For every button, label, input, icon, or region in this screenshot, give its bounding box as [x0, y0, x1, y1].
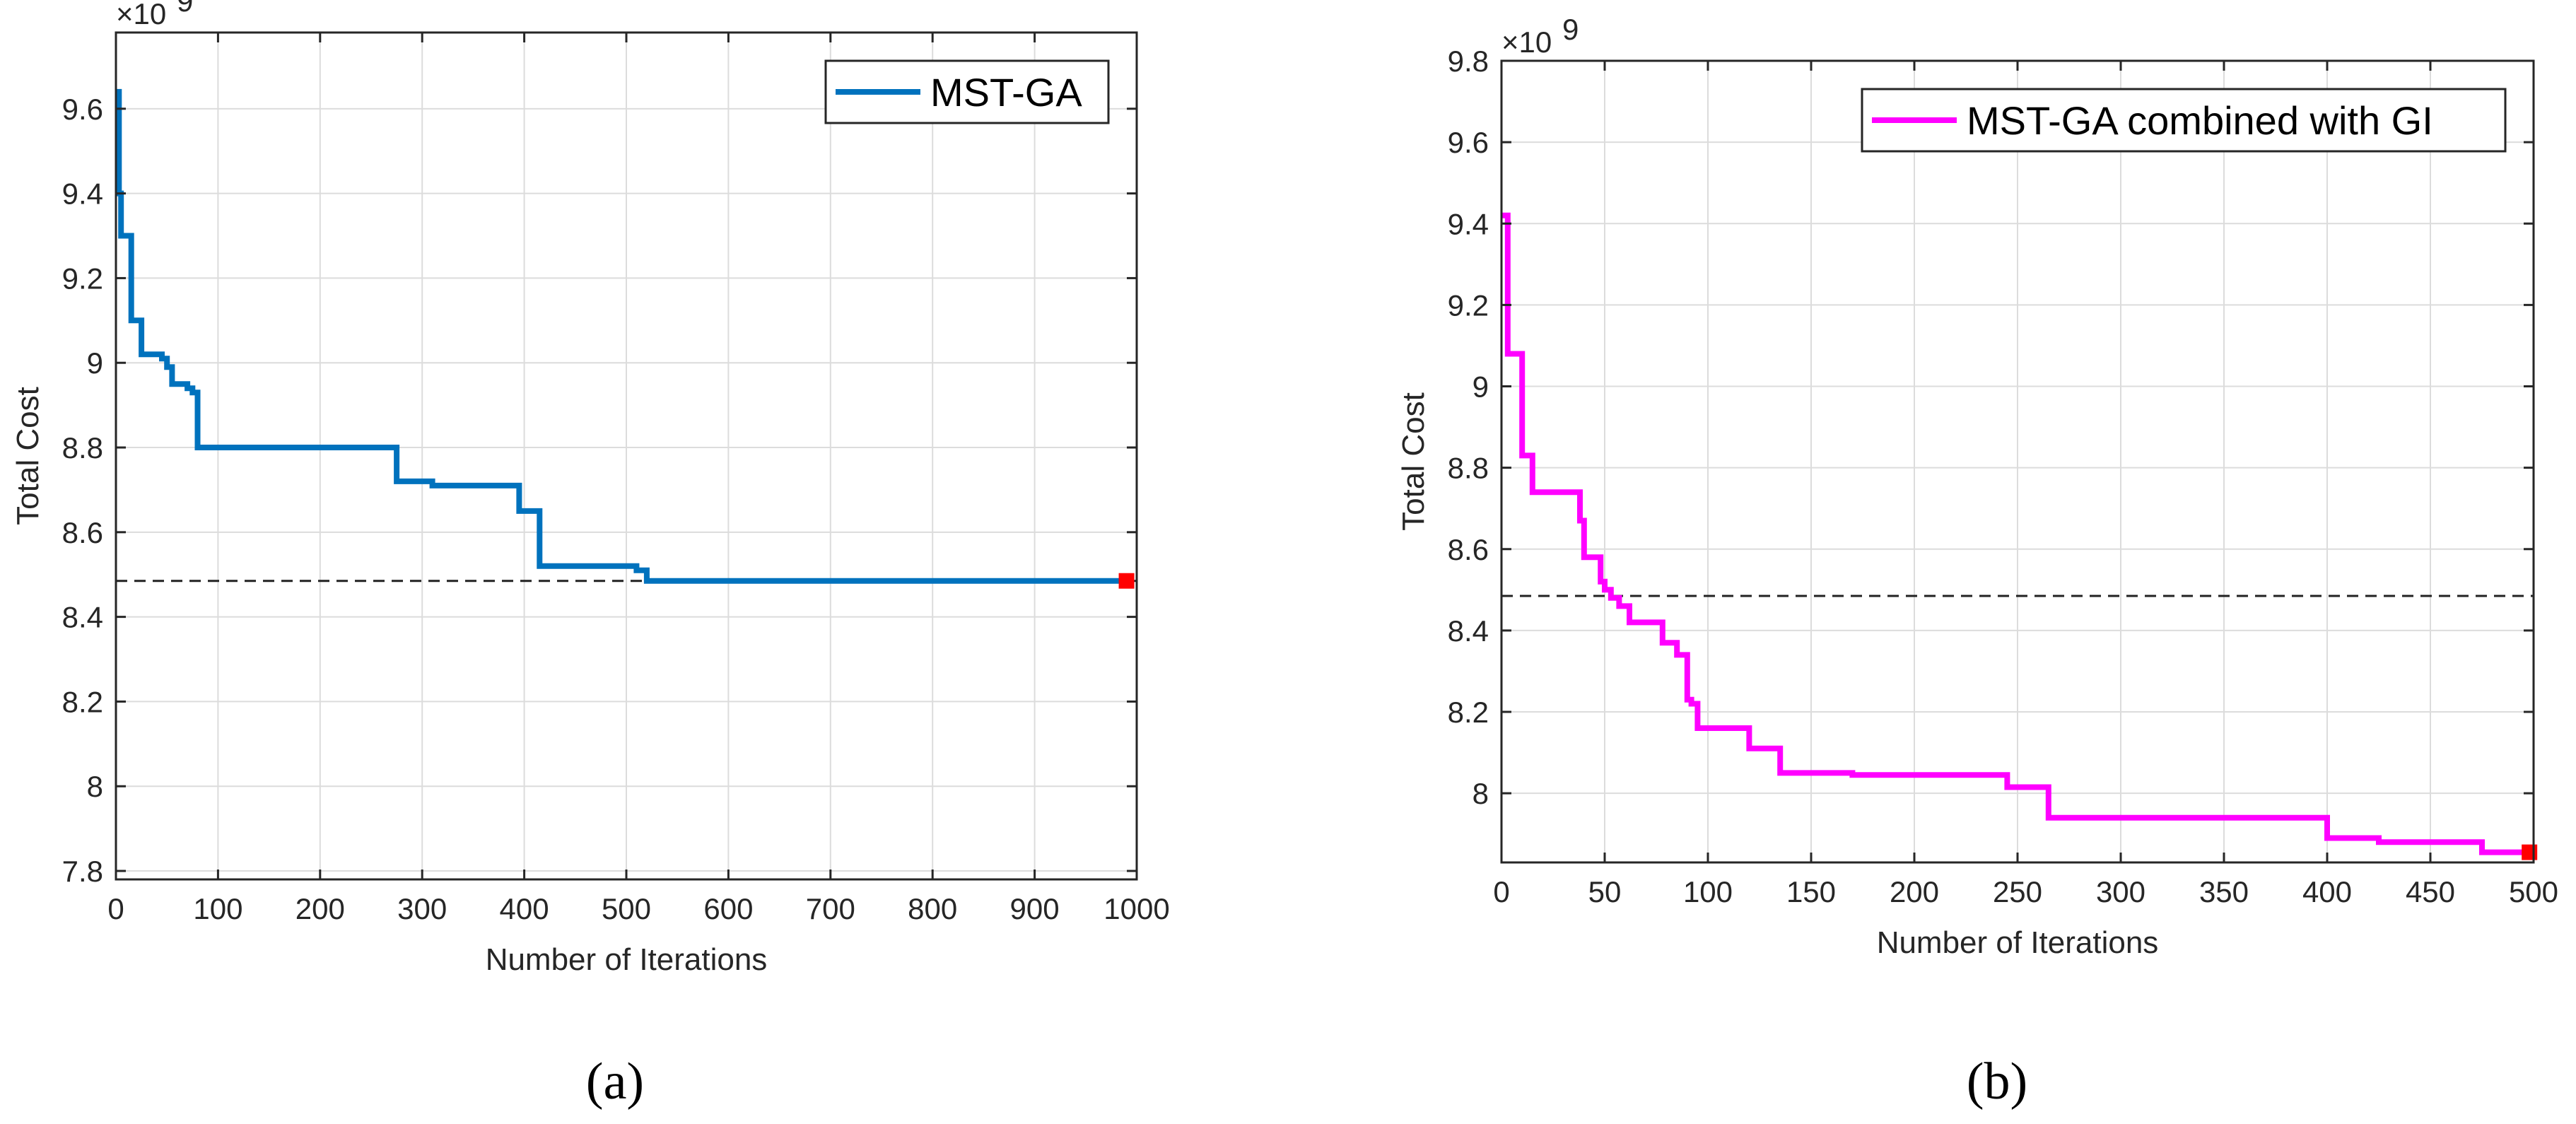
legend-box — [1861, 88, 2507, 153]
y-tick-label: 8 — [1473, 777, 1489, 810]
y-exponent-label: ×10 — [1501, 25, 1552, 59]
x-tick-label: 700 — [806, 892, 855, 925]
y-tick-label: 8.8 — [1448, 452, 1489, 485]
series-line — [1501, 212, 2530, 855]
y-tick-label: 8.4 — [62, 601, 103, 634]
x-tick-label: 450 — [2406, 875, 2455, 908]
x-tick-label: 0 — [1493, 875, 1509, 908]
x-tick-label: 150 — [1786, 875, 1836, 908]
chart-panel-b: 0 50 100 150 200 250 300 350 400 450 500 8 8.2 8.4 8.6… — [1396, 13, 2558, 1111]
x-tick-label: 250 — [1993, 875, 2042, 908]
y-tick-label: 8.2 — [1448, 696, 1489, 729]
y-axis-label: Total Cost — [1396, 392, 1431, 531]
y-exponent-power: 9 — [1562, 13, 1579, 46]
legend-label: MST-GA — [930, 70, 1082, 115]
y-tick-label: 8.6 — [1448, 533, 1489, 566]
x-tick-label: 800 — [908, 892, 957, 925]
y-tick-label: 8.4 — [1448, 614, 1489, 648]
y-tick-label: 9.4 — [62, 177, 103, 211]
x-tick-label: 400 — [500, 892, 549, 925]
x-tick-label: 500 — [602, 892, 651, 925]
y-tick-label: 8.6 — [62, 516, 103, 549]
y-tick-label: 8 — [87, 770, 103, 803]
y-tick-label: 9 — [87, 346, 103, 380]
x-tick-label: 100 — [193, 892, 242, 925]
y-exponent-label: ×10 — [116, 0, 166, 30]
y-tick-label: 9.8 — [1448, 45, 1489, 78]
y-tick-label: 9 — [1473, 370, 1489, 404]
x-tick-label: 500 — [2509, 875, 2558, 908]
y-tick-label: 9.6 — [1448, 126, 1489, 159]
x-tick-label: 350 — [2199, 875, 2249, 908]
y-tick-label: 8.2 — [62, 685, 103, 718]
x-tick-label: 100 — [1683, 875, 1733, 908]
x-tick-label: 300 — [2096, 875, 2145, 908]
panel-caption: (a) — [586, 1053, 644, 1111]
chart-panel-a: 0 100 200 300 400 500 600 700 800 900 1000 7.8 8 8.2 8… — [11, 0, 1170, 1111]
x-tick-label: 600 — [703, 892, 753, 925]
x-tick-label: 300 — [397, 892, 447, 925]
x-tick-label: 200 — [295, 892, 345, 925]
y-tick-label: 9.2 — [1448, 288, 1489, 322]
x-tick-label: 0 — [107, 892, 124, 925]
x-tick-label: 200 — [1890, 875, 1939, 908]
series-line — [116, 88, 1127, 584]
y-axis-label: Total Cost — [11, 387, 45, 525]
y-tick-label: 9.4 — [1448, 207, 1489, 240]
x-axis-label: Number of Iterations — [1877, 925, 2159, 960]
y-tick-label: 8.8 — [62, 431, 103, 464]
x-tick-label: 50 — [1588, 875, 1622, 908]
y-exponent-power: 9 — [177, 0, 193, 18]
x-tick-label: 1000 — [1103, 892, 1169, 925]
legend-label: MST-GA combined with GI — [1967, 98, 2433, 143]
x-axis-label: Number of Iterations — [486, 942, 768, 977]
panel-caption: (b) — [1967, 1053, 2027, 1111]
y-tick-label: 9.6 — [62, 93, 103, 126]
x-tick-label: 400 — [2302, 875, 2352, 908]
y-tick-label: 9.2 — [62, 262, 103, 295]
end-marker — [1118, 573, 1135, 589]
y-tick-label: 7.8 — [62, 855, 103, 888]
end-marker — [2522, 844, 2538, 860]
x-tick-label: 900 — [1010, 892, 1060, 925]
